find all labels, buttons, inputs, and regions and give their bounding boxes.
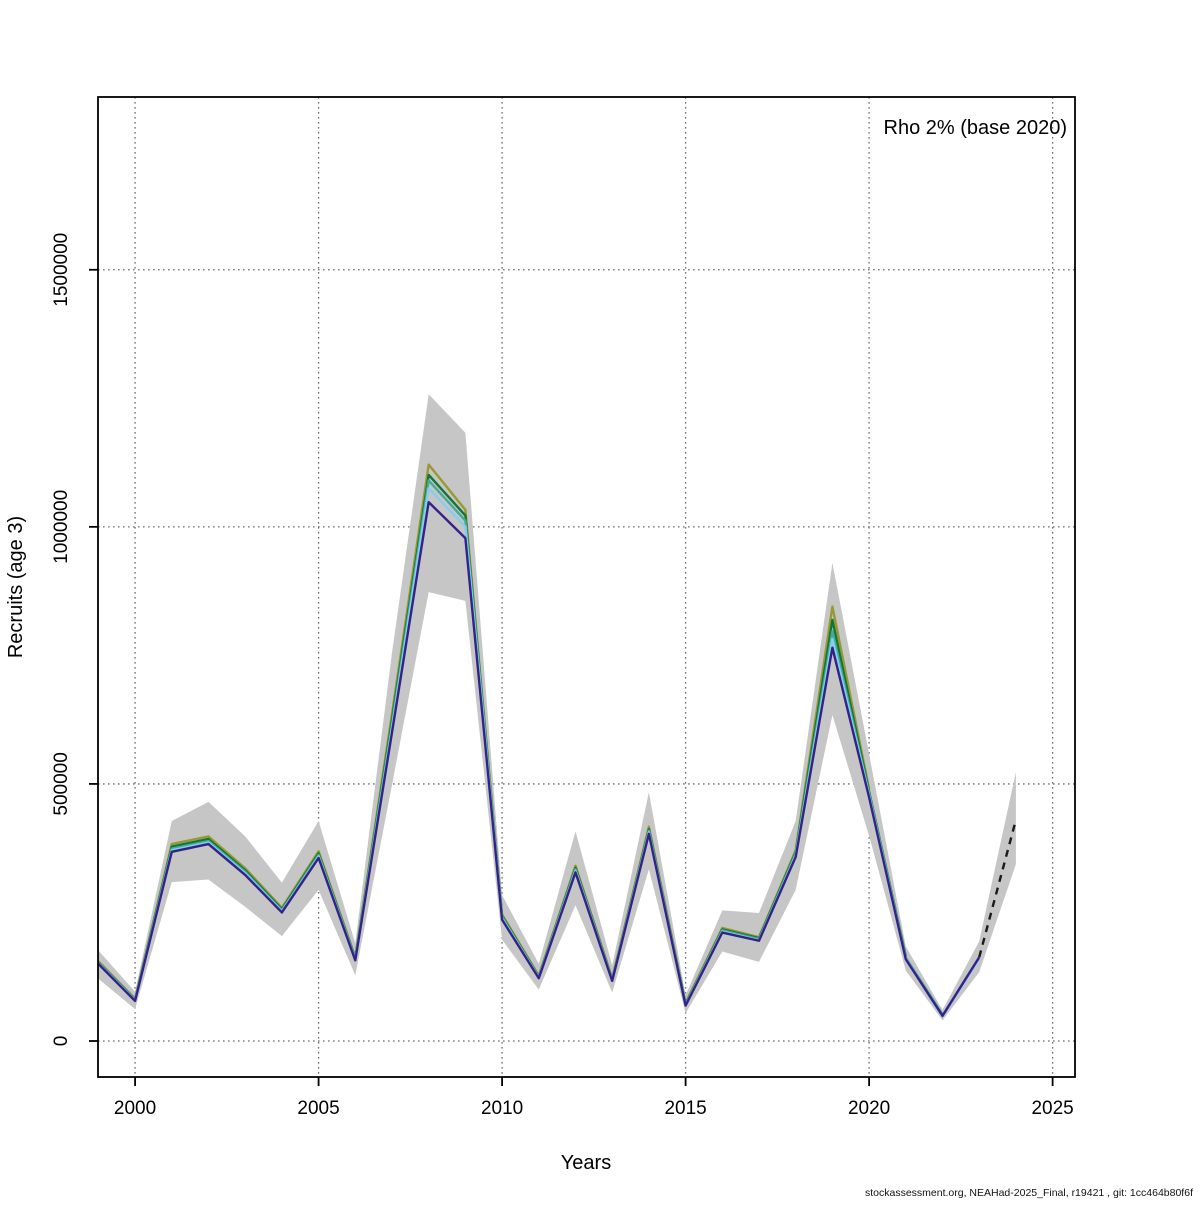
x-tick-label: 2020 xyxy=(848,1098,890,1119)
grid-layer xyxy=(98,97,1075,1077)
plot-title: Rho 2% (base 2020) xyxy=(884,117,1067,139)
confidence-band-layer xyxy=(98,394,1016,1021)
y-tick-label: 0 xyxy=(51,1036,72,1047)
y-tick-label: 1500000 xyxy=(51,233,72,307)
confidence-band xyxy=(98,394,1016,1021)
series-line-current-run-2024 xyxy=(97,500,981,1018)
x-tick-label: 2010 xyxy=(481,1098,523,1119)
series-line-forecast-segment xyxy=(978,819,1018,958)
y-tick-label: 1000000 xyxy=(51,490,72,564)
ticks-layer: 2000 2005 2010 2015 2020 2025 0 500000 1000000 15… xyxy=(51,233,1074,1119)
x-tick-label: 2005 xyxy=(297,1098,339,1119)
series-layer xyxy=(97,463,1018,1018)
plot-frame xyxy=(97,96,1076,1078)
y-tick-label: 500000 xyxy=(51,752,72,815)
x-tick-label: 2000 xyxy=(114,1098,156,1119)
x-tick-label: 2015 xyxy=(664,1098,706,1119)
frame-layer xyxy=(97,96,1076,1078)
footer-credit: stockassessment.org, NEAHad-2025_Final, … xyxy=(865,1187,1193,1199)
x-axis-title: Years xyxy=(561,1152,611,1174)
x-tick-label: 2025 xyxy=(1031,1098,1073,1119)
y-axis-title: Recruits (age 3) xyxy=(5,516,27,658)
